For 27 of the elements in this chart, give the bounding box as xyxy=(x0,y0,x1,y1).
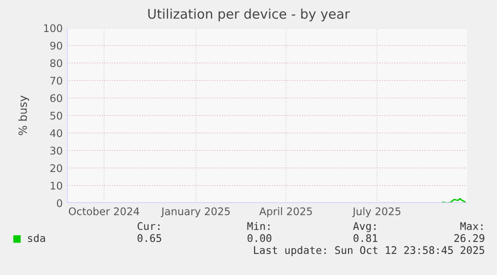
text: 0.81 xyxy=(354,234,378,242)
text: Avg: xyxy=(353,222,376,232)
text: Min: xyxy=(247,222,270,230)
text: 26.29 xyxy=(454,234,484,242)
chart-title: Utilization per device - by year xyxy=(148,8,350,22)
y-tick-label: 100 xyxy=(44,24,62,32)
y-tick-label: 40 xyxy=(50,129,62,138)
y-tick-label: 10 xyxy=(50,182,62,190)
y-tick-label: 60 xyxy=(50,94,62,102)
y-tick-label: 90 xyxy=(50,42,62,50)
text: 0.00 xyxy=(248,234,272,242)
y-tick-label: 20 xyxy=(50,164,62,172)
x-tick-label: January 2025 xyxy=(160,207,230,218)
legend-label: sda xyxy=(28,234,45,242)
y-tick-label: 30 xyxy=(50,146,62,155)
text: 0.65 xyxy=(138,234,162,242)
text: Max: xyxy=(460,222,482,230)
y-tick-label: 0 xyxy=(56,199,62,208)
x-tick-label: July 2025 xyxy=(352,207,400,218)
x-tick-label: October 2024 xyxy=(68,207,140,216)
text: Last update: Sun Oct 12 23:58:45 2025 xyxy=(254,246,484,256)
y-tick-label: 80 xyxy=(50,59,62,68)
y-tick-label: 70 xyxy=(50,76,62,85)
text: Cur: xyxy=(138,222,160,230)
x-tick-label: April 2025 xyxy=(259,207,312,218)
y-axis-title: % busy xyxy=(18,96,30,136)
y-tick-label: 50 xyxy=(50,112,62,120)
